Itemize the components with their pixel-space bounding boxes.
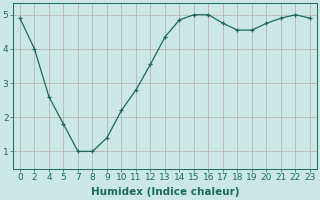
X-axis label: Humidex (Indice chaleur): Humidex (Indice chaleur) [91,187,239,197]
